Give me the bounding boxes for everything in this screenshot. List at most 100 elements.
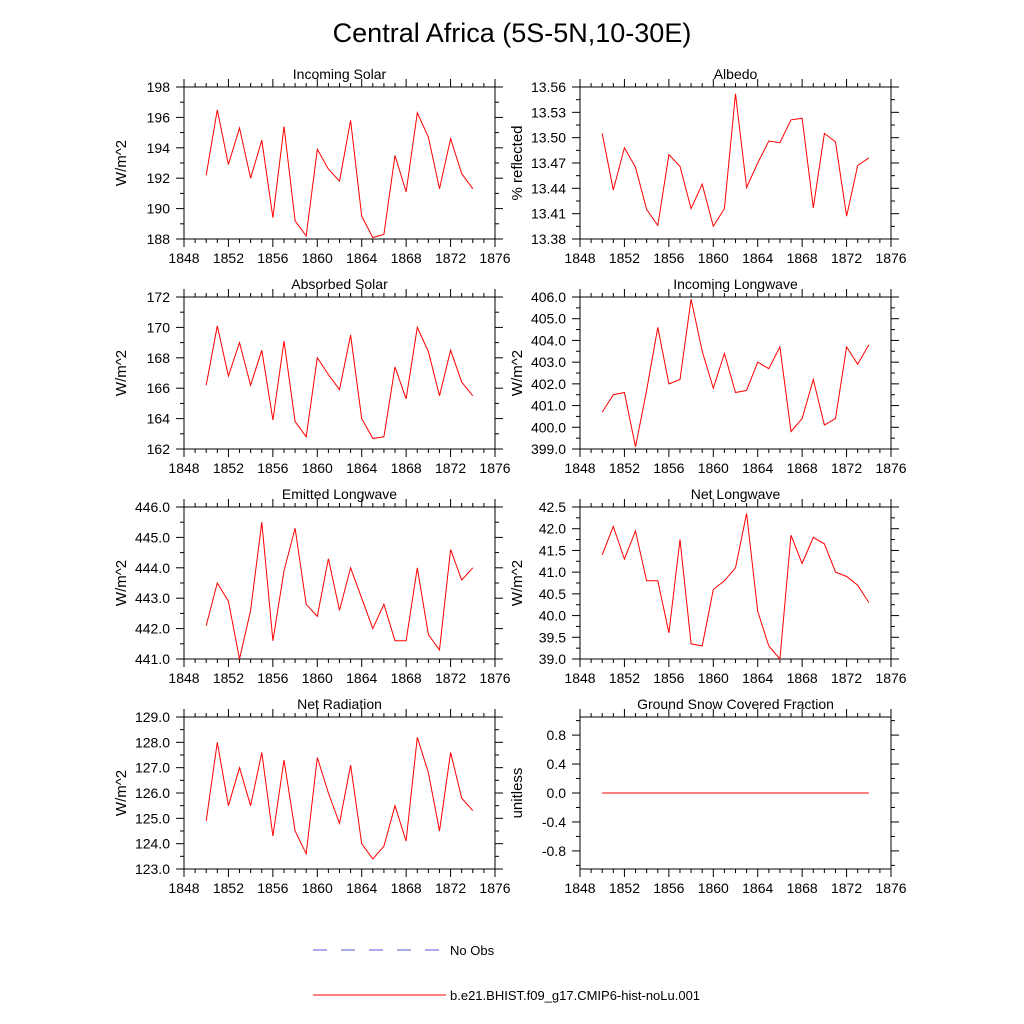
y-tick-label: 41.0	[539, 564, 566, 580]
y-tick-label: 40.0	[539, 608, 566, 624]
x-tick-label: 1860	[698, 880, 729, 896]
y-axis-label: W/m^2	[113, 140, 130, 186]
y-tick-label: 128.0	[135, 734, 170, 750]
x-tick-label: 1868	[391, 670, 422, 686]
x-tick-label: 1864	[346, 460, 377, 476]
x-tick-label: 1856	[257, 460, 288, 476]
y-tick-label: 190	[147, 201, 171, 217]
y-tick-label: 170	[147, 319, 171, 335]
x-tick-label: 1860	[302, 670, 333, 686]
x-tick-label: 1860	[698, 460, 729, 476]
plot-frame	[183, 86, 496, 240]
x-tick-label: 1852	[213, 460, 244, 476]
y-tick-label: 399.0	[531, 441, 566, 457]
y-tick-label: 403.0	[531, 354, 566, 370]
y-tick-label: 40.5	[539, 586, 566, 602]
y-tick-label: 42.0	[539, 521, 566, 537]
x-tick-label: 1848	[168, 250, 199, 266]
chart-panel: Ground Snow Covered Fraction unitless 1848…	[509, 696, 907, 896]
x-tick-label: 1848	[564, 880, 595, 896]
y-tick-label: 13.47	[531, 155, 566, 171]
chart-panel: Incoming Solar W/m^2 1848 1852 1856 1860 1864 1…	[113, 66, 511, 266]
y-tick-label: 0.4	[547, 756, 567, 772]
plot-frame	[183, 296, 496, 450]
plot-frame	[579, 296, 892, 450]
y-tick-label: 129.0	[135, 709, 170, 725]
y-tick-label: 13.41	[531, 206, 566, 222]
chart-panel: Net Longwave W/m^2 1848 1852 1856 1860 1864 186…	[509, 486, 907, 686]
x-tick-label: 1852	[609, 670, 640, 686]
y-axis-label: unitless	[509, 768, 526, 819]
chart-panel: Albedo % reflected 1848 1852 1856 1860 1864 186…	[509, 66, 907, 266]
y-tick-label: -0.8	[542, 843, 566, 859]
x-tick-label: 1872	[435, 250, 466, 266]
plot-frame	[579, 86, 892, 240]
series-line	[205, 325, 474, 439]
panel-title: Absorbed Solar	[291, 276, 388, 292]
x-tick-label: 1848	[168, 670, 199, 686]
y-tick-label: 442.0	[135, 621, 170, 637]
y-tick-label: 400.0	[531, 419, 566, 435]
x-tick-label: 1860	[302, 250, 333, 266]
x-tick-label: 1864	[742, 880, 773, 896]
y-axis-label: W/m^2	[509, 560, 526, 606]
x-tick-label: 1856	[257, 250, 288, 266]
panel-title: Incoming Longwave	[673, 276, 798, 292]
x-tick-label: 1864	[346, 880, 377, 896]
y-tick-label: 404.0	[531, 332, 566, 348]
y-tick-label: -0.4	[542, 814, 566, 830]
x-tick-label: 1868	[391, 460, 422, 476]
x-tick-label: 1852	[609, 880, 640, 896]
x-tick-label: 1852	[609, 460, 640, 476]
x-tick-label: 1876	[479, 250, 510, 266]
y-tick-label: 405.0	[531, 311, 566, 327]
x-tick-label: 1876	[479, 880, 510, 896]
y-tick-label: 443.0	[135, 590, 170, 606]
x-tick-label: 1852	[213, 880, 244, 896]
y-axis-label: % reflected	[509, 125, 526, 200]
y-tick-label: 41.5	[539, 542, 566, 558]
x-tick-label: 1856	[653, 880, 684, 896]
y-tick-label: 402.0	[531, 376, 566, 392]
y-tick-label: 445.0	[135, 529, 170, 545]
y-tick-label: 188	[147, 231, 171, 247]
x-tick-label: 1864	[742, 460, 773, 476]
chart-panel: Incoming Longwave W/m^2 1848 1852 1856 1860 18…	[509, 276, 907, 476]
chart-panel: Net Radiation W/m^2 1848 1852 1856 1860 1864 18…	[113, 696, 511, 896]
y-tick-label: 125.0	[135, 810, 170, 826]
figure-title: Central Africa (5S-5N,10-30E)	[333, 18, 692, 48]
y-tick-label: 168	[147, 350, 171, 366]
y-tick-label: 406.0	[531, 289, 566, 305]
x-tick-label: 1868	[787, 670, 818, 686]
legend: No Obs b.e21.BHIST.f09_g17.CMIP6-hist-no…	[313, 943, 700, 1003]
y-tick-label: 124.0	[135, 836, 170, 852]
x-tick-label: 1868	[787, 880, 818, 896]
series-line	[205, 109, 474, 239]
y-tick-label: 194	[147, 140, 171, 156]
x-tick-label: 1848	[564, 670, 595, 686]
x-tick-label: 1872	[435, 880, 466, 896]
panel-title: Net Radiation	[297, 696, 382, 712]
panel-title: Incoming Solar	[293, 66, 387, 82]
x-tick-label: 1852	[609, 250, 640, 266]
x-tick-label: 1876	[875, 250, 906, 266]
x-tick-label: 1848	[168, 880, 199, 896]
x-tick-label: 1860	[302, 880, 333, 896]
y-tick-label: 126.0	[135, 785, 170, 801]
x-tick-label: 1872	[831, 670, 862, 686]
x-tick-label: 1856	[257, 670, 288, 686]
x-tick-label: 1872	[831, 250, 862, 266]
y-tick-label: 441.0	[135, 651, 170, 667]
y-tick-label: 401.0	[531, 398, 566, 414]
plot-frame	[183, 716, 496, 870]
y-axis-label: W/m^2	[113, 350, 130, 396]
x-tick-label: 1848	[168, 460, 199, 476]
x-tick-label: 1856	[653, 670, 684, 686]
x-tick-label: 1864	[346, 250, 377, 266]
y-tick-label: 198	[147, 79, 171, 95]
x-tick-label: 1848	[564, 460, 595, 476]
x-tick-label: 1852	[213, 670, 244, 686]
y-tick-label: 0.8	[547, 727, 567, 743]
x-tick-label: 1864	[742, 250, 773, 266]
y-axis-label: W/m^2	[113, 560, 130, 606]
